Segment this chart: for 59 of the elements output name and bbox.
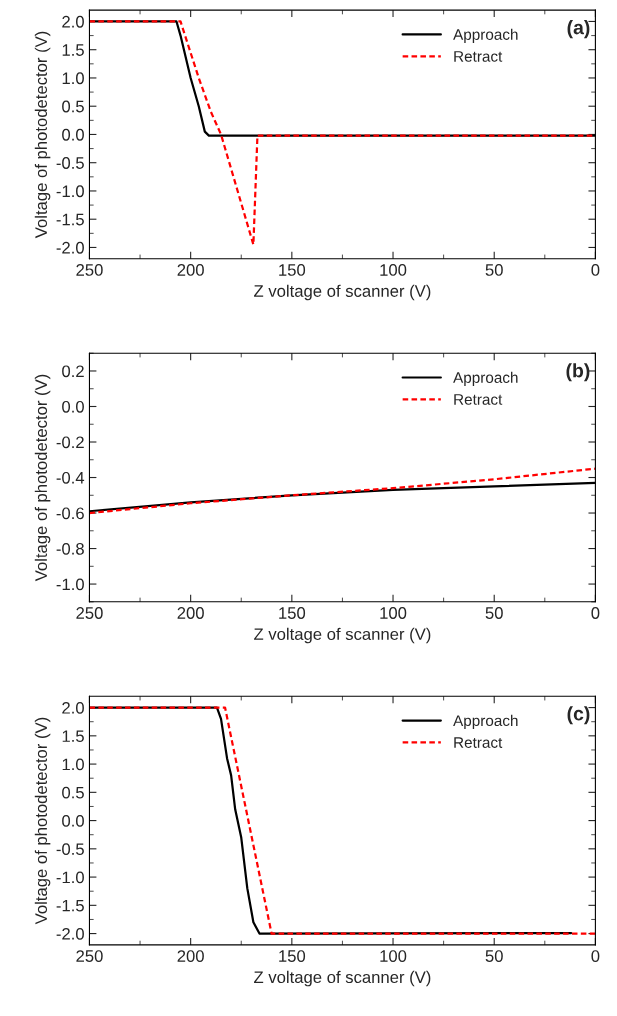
x-tick-label: 250	[76, 607, 103, 619]
legend-label: Approach	[453, 371, 518, 386]
y-axis-title: Voltage of photodetector (V)	[34, 31, 51, 239]
y-tick-label: 1.5	[62, 44, 84, 56]
y-tick-label: 0.0	[62, 814, 84, 827]
x-tick-label: 200	[177, 607, 204, 619]
y-tick-label: 1.5	[62, 730, 84, 743]
x-tick-label: 200	[177, 264, 204, 276]
y-tick-label: 0.5	[62, 100, 84, 113]
annotation: (b)	[566, 363, 590, 382]
annotation: (a)	[567, 20, 590, 39]
x-tick-label: 0	[591, 264, 600, 276]
x-tick-label: 200	[177, 950, 204, 962]
y-tick-label: 2.0	[62, 701, 84, 714]
y-tick-label: -1.0	[56, 578, 84, 591]
y-tick-label: -1.5	[56, 899, 84, 912]
x-tick-label: 150	[279, 264, 306, 276]
x-tick-label: 50	[485, 264, 503, 276]
y-tick-label: -2.0	[56, 927, 84, 940]
y-tick-label: 0.2	[62, 365, 84, 378]
x-tick-label: 150	[279, 950, 306, 962]
x-tick-label: 150	[279, 607, 306, 619]
y-tick-label: 2.0	[62, 15, 84, 28]
y-tick-label: 0.0	[62, 400, 84, 413]
y-tick-label: -0.2	[56, 436, 84, 449]
y-axis-title: Voltage of photodetector (V)	[34, 717, 51, 925]
x-tick-label: 250	[76, 264, 103, 276]
legend-label: Retract	[454, 51, 503, 62]
y-tick-label: -1.5	[56, 213, 84, 226]
legend-label: Approach	[453, 28, 518, 43]
y-axis-title: Voltage of photodetector (V)	[34, 374, 51, 582]
y-tick-label: -1.0	[56, 871, 84, 884]
y-tick-label: -0.4	[56, 471, 85, 484]
y-tick-label: 1.0	[62, 72, 84, 85]
x-tick-label: 0	[591, 950, 600, 962]
y-tick-label: 1.0	[62, 758, 84, 771]
y-tick-label: -0.8	[56, 542, 84, 555]
y-tick-label: 0.5	[62, 786, 84, 799]
y-tick-label: -0.6	[56, 507, 84, 520]
x-tick-label: 100	[380, 950, 407, 962]
x-tick-label: 100	[380, 264, 407, 276]
x-tick-label: 0	[591, 607, 600, 619]
x-axis-title: Z voltage of scanner (V)	[254, 284, 431, 301]
x-axis-title: Z voltage of scanner (V)	[254, 627, 431, 644]
annotation: (c)	[567, 706, 590, 725]
legend-label: Approach	[453, 714, 518, 730]
x-axis-title: Z voltage of scanner (V)	[254, 970, 431, 987]
x-tick-label: 250	[76, 950, 103, 962]
y-tick-label: -1.0	[56, 185, 84, 198]
x-tick-label: 100	[380, 607, 407, 619]
x-tick-label: 50	[485, 607, 503, 619]
y-tick-label: -2.0	[56, 241, 84, 254]
y-tick-label: 0.0	[62, 128, 84, 141]
y-tick-label: -0.5	[56, 843, 84, 856]
legend-label: Retract	[454, 394, 503, 405]
y-tick-label: -0.5	[56, 157, 84, 169]
x-tick-label: 50	[485, 950, 503, 962]
legend-label: Retract	[454, 737, 503, 748]
line-series	[89, 467, 596, 515]
